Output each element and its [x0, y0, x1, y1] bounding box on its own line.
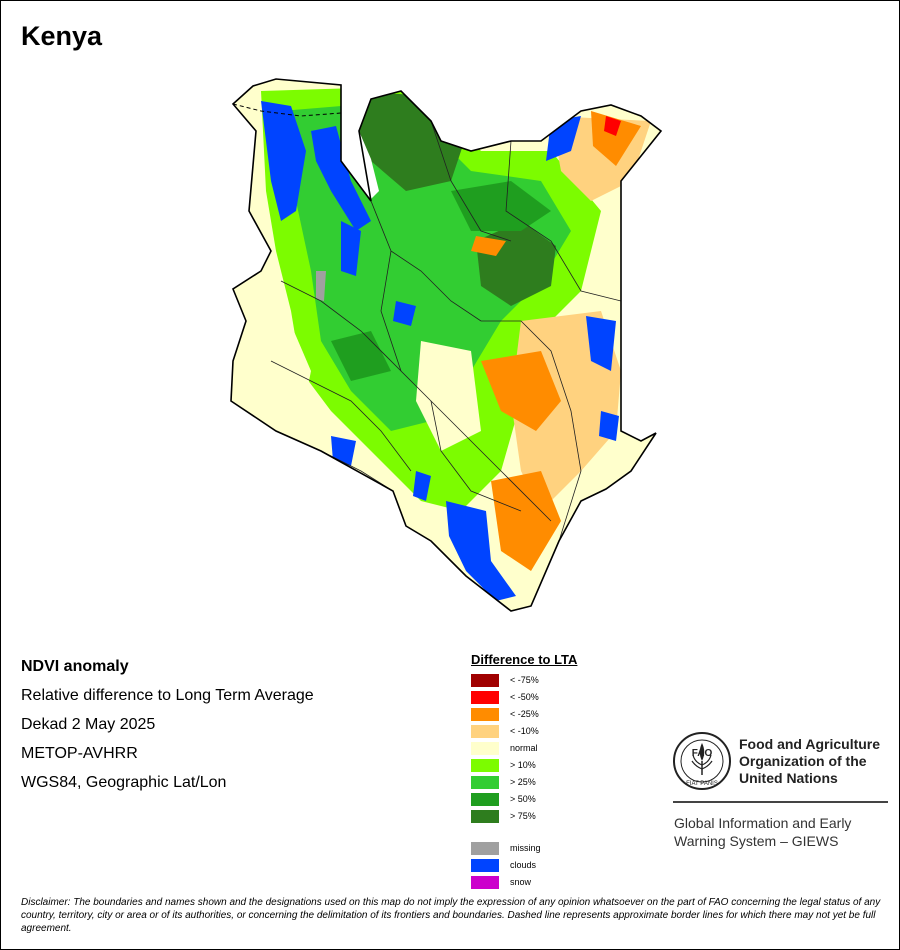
legend-label: missing — [510, 843, 541, 853]
legend-swatch — [471, 674, 499, 687]
legend-label: < -75% — [510, 675, 539, 685]
legend-label: > 10% — [510, 760, 536, 770]
map-info: NDVI anomaly Relative difference to Long… — [21, 656, 314, 801]
kenya-border — [230, 78, 663, 612]
info-line-product: NDVI anomaly — [21, 658, 129, 675]
disclaimer: Disclaimer: The boundaries and names sho… — [21, 897, 881, 934]
fao-logo-icon: FAO FIAT PANIS — [673, 732, 731, 790]
legend-swatch — [471, 793, 499, 806]
org-divider — [673, 801, 888, 803]
giews-line: Warning System – GIEWS — [674, 833, 839, 849]
legend-item: > 75% — [471, 809, 577, 826]
legend-label: > 50% — [510, 794, 536, 804]
org-name-line: Organization of the — [739, 753, 867, 769]
legend-label: < -50% — [510, 692, 539, 702]
legend: Difference to LTA < -75% < -50% < -25% <… — [471, 652, 577, 892]
ndvi-anomaly-map — [230, 78, 663, 612]
legend-classes: < -75% < -50% < -25% < -10% normal > 10%… — [471, 673, 577, 826]
legend-swatch — [471, 810, 499, 823]
legend-label: clouds — [510, 860, 537, 870]
legend-label: snow — [510, 877, 532, 887]
legend-swatch — [471, 859, 499, 872]
legend-item: missing — [471, 841, 577, 858]
info-line-projection: WGS84, Geographic Lat/Lon — [21, 774, 227, 791]
legend-item: > 50% — [471, 792, 577, 809]
info-line-description: Relative difference to Long Term Average — [21, 687, 314, 704]
legend-item: clouds — [471, 858, 577, 875]
legend-label: > 25% — [510, 777, 536, 787]
legend-swatch — [471, 876, 499, 889]
legend-item: > 10% — [471, 758, 577, 775]
legend-label: < -25% — [510, 709, 539, 719]
anomaly-raster — [231, 79, 661, 611]
legend-item: < -50% — [471, 690, 577, 707]
org-name: Food and Agriculture Organization of the… — [739, 736, 880, 787]
giews-label: Global Information and Early Warning Sys… — [674, 814, 851, 850]
legend-swatch — [471, 776, 499, 789]
legend-item: snow — [471, 875, 577, 892]
fao-logo-motto: FIAT PANIS — [686, 781, 718, 787]
legend-item: > 25% — [471, 775, 577, 792]
fao-logo-text: FAO — [692, 748, 713, 759]
org-name-line: United Nations — [739, 770, 838, 786]
info-line-sensor: METOP-AVHRR — [21, 745, 138, 762]
legend-swatch — [471, 759, 499, 772]
legend-swatch — [471, 708, 499, 721]
giews-line: Global Information and Early — [674, 815, 852, 831]
legend-title: Difference to LTA — [471, 652, 578, 667]
legend-label: > 75% — [510, 811, 536, 821]
legend-item: normal — [471, 741, 577, 758]
legend-extra: missing clouds snow — [471, 841, 577, 892]
legend-label: normal — [510, 743, 538, 753]
ilemi-dashed-border — [232, 103, 342, 117]
info-line-period: Dekad 2 May 2025 — [21, 716, 156, 733]
country-title: Kenya — [21, 21, 103, 51]
legend-swatch — [471, 842, 499, 855]
legend-item: < -25% — [471, 707, 577, 724]
legend-swatch — [471, 725, 499, 738]
legend-swatch — [471, 742, 499, 755]
legend-swatch — [471, 691, 499, 704]
legend-item: < -75% — [471, 673, 577, 690]
org-name-line: Food and Agriculture — [739, 736, 881, 752]
legend-label: < -10% — [510, 726, 539, 736]
legend-item: < -10% — [471, 724, 577, 741]
legend-gap — [471, 826, 577, 841]
